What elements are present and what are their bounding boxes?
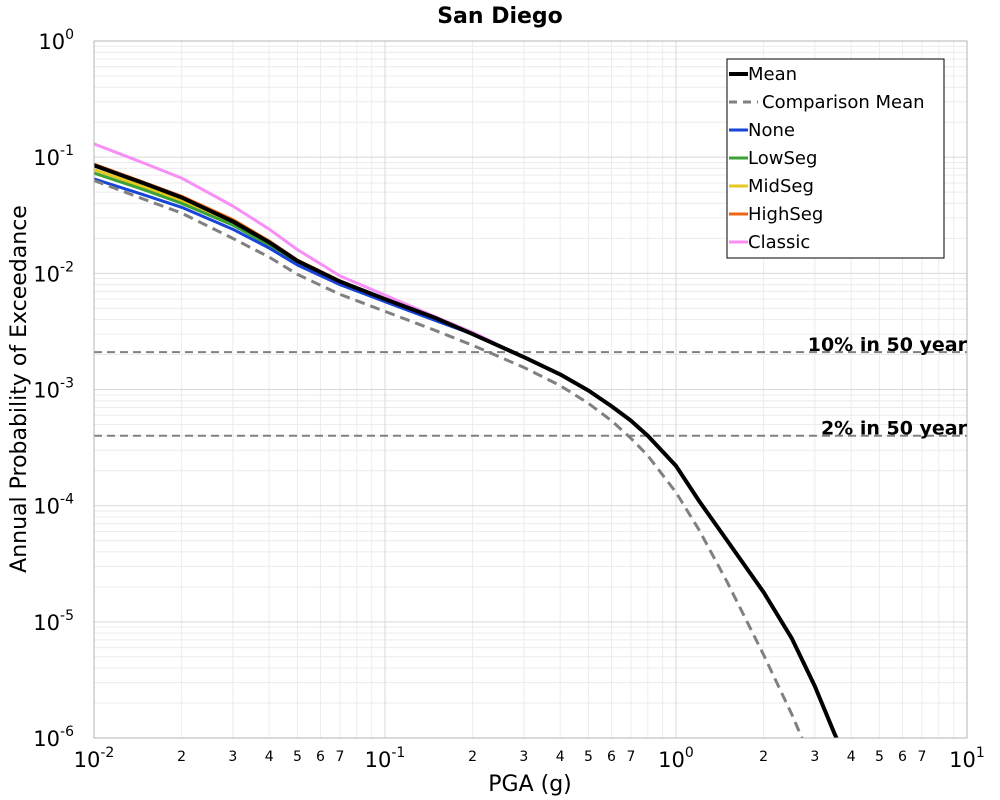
- series-line-mean: [94, 163, 839, 738]
- y-tick-label: 10-5: [33, 608, 74, 635]
- x-minor-tick-label: 3: [810, 749, 819, 765]
- chart-title: San Diego: [437, 4, 563, 29]
- legend-label: MidSeg: [748, 176, 814, 197]
- x-minor-tick-label: 7: [335, 749, 344, 765]
- x-minor-tick-label: 6: [607, 749, 616, 765]
- y-tick-label: 10-3: [33, 376, 74, 403]
- y-axis-ticks: 100 10-1 10-2 10-3 10-4 10-5 10-6: [33, 27, 74, 751]
- reference-lines: [94, 351, 967, 437]
- x-minor-tick-label: 7: [626, 749, 635, 765]
- reference-labels: 10% in 50 year 2% in 50 year: [808, 334, 968, 440]
- legend-label: LowSeg: [748, 148, 817, 169]
- legend-label: Classic: [748, 232, 810, 253]
- x-minor-tick-label: 3: [228, 749, 237, 765]
- y-tick-label: 10-1: [33, 143, 74, 170]
- x-minor-tick-label: 2: [177, 749, 186, 765]
- x-minor-tick-label: 6: [898, 749, 907, 765]
- plot-frame: [93, 40, 968, 739]
- legend-label: Comparison Mean: [762, 92, 925, 113]
- x-tick-label: 100: [658, 745, 694, 772]
- reference-line-label: 2% in 50 year: [821, 418, 968, 440]
- x-minor-tick-label: 5: [293, 749, 302, 765]
- x-minor-tick-label: 3: [519, 749, 528, 765]
- legend: Mean Comparison Mean None LowSeg MidSeg HighS…: [726, 58, 945, 259]
- series-line-comparison-mean: [94, 179, 804, 738]
- x-minor-tick-label: 5: [875, 749, 884, 765]
- x-minor-tick-label: 4: [847, 749, 856, 765]
- legend-label: Mean: [748, 64, 797, 85]
- y-tick-label: 10-4: [33, 492, 74, 519]
- x-axis-label: PGA (g): [488, 772, 572, 797]
- legend-box: [726, 58, 945, 259]
- x-minor-tick-label: 2: [468, 749, 477, 765]
- legend-label: HighSeg: [748, 204, 823, 225]
- x-minor-tick-label: 2: [759, 749, 768, 765]
- y-tick-label: 10-6: [33, 724, 74, 751]
- x-minor-tick-label: 4: [265, 749, 274, 765]
- legend-label: None: [748, 120, 795, 141]
- x-minor-tick-label: 6: [316, 749, 325, 765]
- y-tick-label: 10-2: [33, 259, 74, 286]
- x-tick-label: 101: [949, 745, 985, 772]
- x-minor-tick-label: 4: [556, 749, 565, 765]
- y-axis-label: Annual Probability of Exceedance: [7, 205, 32, 573]
- x-tick-label: 10-2: [74, 745, 115, 772]
- x-minor-tick-label: 5: [584, 749, 593, 765]
- x-tick-label: 10-1: [365, 745, 406, 772]
- x-minor-tick-label: 7: [917, 749, 926, 765]
- y-tick-label: 100: [38, 27, 74, 54]
- reference-line-label: 10% in 50 year: [808, 334, 968, 356]
- series-layer: [94, 142, 839, 738]
